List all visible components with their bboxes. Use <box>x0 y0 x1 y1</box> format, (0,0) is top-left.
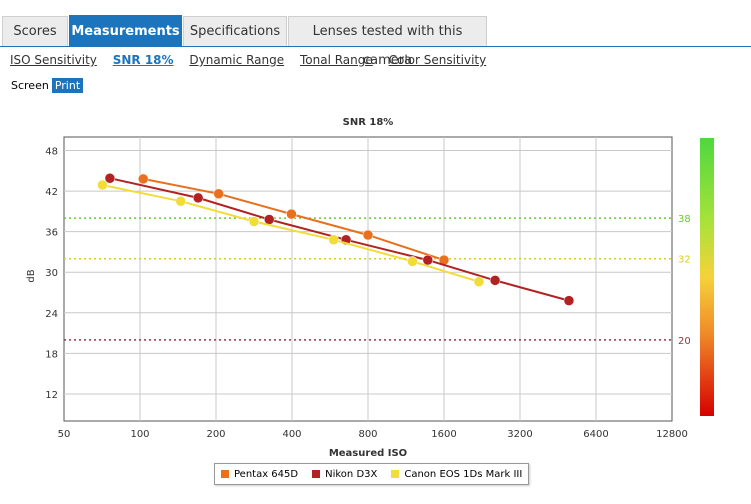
chart-title: SNR 18% <box>343 117 394 128</box>
data-point <box>489 275 501 286</box>
data-point <box>104 172 116 184</box>
subnav-tonal-range[interactable]: Tonal Range <box>299 53 373 67</box>
x-tick-label: 200 <box>206 429 225 440</box>
legend-label-canon: Canon EOS 1Ds Mark III <box>404 468 523 480</box>
data-point <box>286 208 297 220</box>
data-point <box>137 173 149 185</box>
data-point <box>438 254 450 266</box>
data-point <box>563 295 575 306</box>
data-point <box>340 234 352 246</box>
display-mode-toggle: Screen Print <box>8 78 84 93</box>
canon-swatch <box>391 470 400 478</box>
y-tick-label: 18 <box>45 349 58 360</box>
subnav-dynamic-range[interactable]: Dynamic Range <box>189 53 285 67</box>
nikon-swatch <box>312 470 321 478</box>
x-tick-label: 1600 <box>431 429 456 440</box>
subnav-iso-sensitivity[interactable]: ISO Sensitivity <box>10 53 97 67</box>
x-tick-label: 3200 <box>507 429 532 440</box>
series-line <box>109 177 570 302</box>
data-point <box>213 188 224 200</box>
legend-item-nikon[interactable]: Nikon D3X <box>312 469 377 480</box>
data-point <box>263 214 275 225</box>
reference-line-label: 20 <box>678 336 691 347</box>
legend-label-pentax: Pentax 645D <box>234 468 299 480</box>
series-line <box>102 184 480 283</box>
y-tick-label: 24 <box>45 309 58 320</box>
data-point <box>473 276 485 287</box>
data-point <box>328 234 339 246</box>
data-point <box>407 256 418 267</box>
x-tick-label: 400 <box>282 429 301 440</box>
y-tick-label: 30 <box>45 268 58 279</box>
data-point <box>248 216 260 227</box>
x-tick-label: 800 <box>358 429 377 440</box>
legend-item-canon[interactable]: Canon EOS 1Ds Mark III <box>391 469 522 480</box>
tab-lenses-tested[interactable]: Lenses tested with this camera <box>288 16 487 68</box>
legend-label-nikon: Nikon D3X <box>325 468 378 480</box>
reference-line-label: 38 <box>678 214 691 225</box>
copyright-watermark: Copyright © 2008-2011 DxO Labs <box>70 148 258 161</box>
tab-specifications[interactable]: Specifications <box>183 16 287 46</box>
y-axis-label: dB <box>26 269 37 282</box>
plot-area <box>63 136 673 422</box>
pentax-swatch <box>221 470 229 478</box>
x-axis-label: Measured ISO <box>329 448 407 459</box>
screen-mode-button[interactable]: Screen <box>11 79 49 92</box>
y-tick-label: 12 <box>45 390 58 401</box>
y-tick-label: 36 <box>45 228 58 239</box>
data-point <box>97 179 108 191</box>
series-line <box>143 177 445 262</box>
tab-bar: Scores Measurements Specifications Lense… <box>0 0 751 68</box>
tab-measurements[interactable]: Measurements <box>69 15 182 47</box>
y-tick-label: 48 <box>45 147 58 158</box>
y-tick-label: 42 <box>45 187 58 198</box>
quality-color-scale <box>700 138 714 416</box>
reference-line-label: 32 <box>678 255 691 266</box>
print-mode-button[interactable]: Print <box>51 78 84 93</box>
data-point <box>362 229 374 241</box>
measurement-subnav: ISO Sensitivity SNR 18% Dynamic Range To… <box>10 53 498 67</box>
subnav-color-sensitivity[interactable]: Color Sensitivity <box>388 53 487 67</box>
data-point <box>175 195 186 207</box>
x-tick-label: 6400 <box>583 429 608 440</box>
legend-item-pentax[interactable]: Pentax 645D <box>221 469 298 480</box>
data-point <box>422 254 434 266</box>
subnav-snr-18[interactable]: SNR 18% <box>112 53 174 67</box>
tab-scores[interactable]: Scores <box>2 16 68 46</box>
x-tick-label: 12800 <box>656 429 688 440</box>
chart-legend: Pentax 645D Nikon D3X Canon EOS 1Ds Mark… <box>214 463 530 485</box>
x-tick-label: 100 <box>130 429 149 440</box>
data-point <box>192 192 204 204</box>
x-tick-label: 50 <box>58 429 71 440</box>
